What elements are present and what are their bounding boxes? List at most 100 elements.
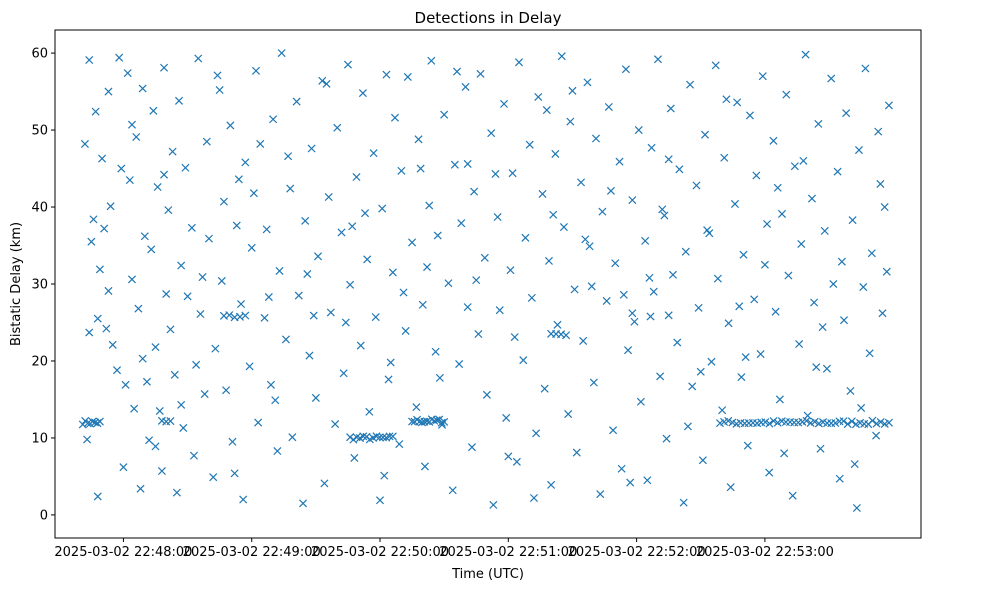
data-point [489,500,498,509]
data-point [395,440,404,449]
data-point [230,469,239,478]
data-point [842,109,851,118]
data-point [177,400,186,409]
data-point [463,303,472,312]
data-point [168,147,177,156]
data-point [83,435,92,444]
data-point [867,249,876,258]
data-point [153,182,162,192]
data-point [343,60,352,69]
data-point [386,358,395,367]
data-point [549,210,558,219]
data-point [427,56,436,65]
data-point [420,462,429,471]
data-point [138,354,147,363]
data-point [275,266,284,275]
data-point [149,106,158,115]
data-point [88,417,97,426]
data-point [162,289,171,299]
data-point [504,452,513,461]
data-point [234,175,243,184]
data-point [138,84,147,93]
data-point [401,326,410,335]
data-point [356,341,365,350]
data-point [213,71,222,80]
data-point [80,139,89,148]
data-point [337,228,346,237]
data-point [179,423,188,432]
data-point [140,232,149,241]
data-point [718,406,727,415]
data-point [692,181,701,190]
data-point [326,308,335,317]
data-point [882,267,891,276]
data-point [106,202,115,211]
data-point [512,457,521,466]
data-point [382,70,391,79]
data-point [378,433,388,442]
data-point [359,432,368,441]
data-point [604,102,613,111]
data-point [225,311,234,320]
y-axis: 0 10 20 30 40 50 60 [31,47,55,523]
data-point [115,53,124,62]
data-point [435,373,444,382]
data-point [636,397,645,406]
data-point [215,86,224,95]
data-point [172,488,181,497]
data-point [104,286,113,295]
data-point [713,274,722,283]
data-point [375,433,384,442]
data-point [217,276,226,285]
data-point [348,222,357,231]
data-point [797,239,806,249]
data-point [422,417,431,426]
data-point [104,87,113,96]
data-point [432,416,441,425]
data-point [95,417,104,426]
data-point [476,69,485,78]
data-point [93,314,102,323]
data-point [241,311,250,320]
data-point [581,235,590,244]
data-point [266,380,275,389]
data-point [200,390,209,399]
data-point [609,426,618,435]
data-point [802,416,811,425]
data-point [752,171,761,180]
data-point [668,270,677,279]
data-point [521,233,530,242]
x-tick-label: 2025-03-02 22:49:00 [183,545,321,560]
data-point [418,300,427,309]
data-point [878,309,887,318]
data-point [151,442,160,451]
data-point [525,140,534,149]
data-point [576,178,586,187]
data-point [204,234,213,243]
data-point [557,52,566,61]
data-point [228,437,237,446]
data-point [673,338,682,347]
data-point [245,362,254,371]
data-point [292,97,301,106]
data-point [884,418,893,427]
data-point [417,418,426,427]
data-point [277,49,286,58]
data-point [299,499,308,508]
data-point [440,417,449,426]
data-point [262,225,271,234]
data-point [226,121,235,130]
data-point [305,351,314,360]
data-point [350,453,359,462]
data-point [722,95,731,104]
data-point [647,143,656,152]
data-point [519,356,528,365]
data-point [579,336,588,345]
data-point [795,340,804,349]
data-point [506,266,515,275]
data-point [365,407,374,416]
data-point [303,269,312,279]
data-point [414,135,423,144]
data-point [760,260,769,269]
